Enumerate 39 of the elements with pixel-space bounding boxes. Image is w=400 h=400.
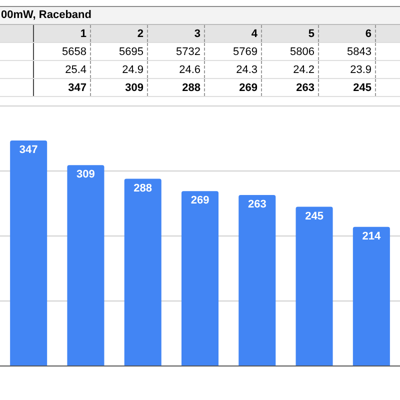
bar [296,206,333,366]
text: 3 [147,25,204,42]
data-label: 309 [76,168,95,181]
data-label: 245 [305,210,324,222]
data-label: 263 [248,198,266,211]
text: 288 [147,78,204,96]
text: 5843 [318,42,375,60]
text: 1 [33,25,90,42]
text: 24.3 [204,60,261,78]
data-label: 269 [190,194,210,207]
text: 269 [204,78,261,96]
text: 347 [33,78,90,96]
bar [181,191,219,366]
text: 24.6 [147,60,204,78]
text: 5 [261,25,318,42]
data-label: 347 [19,144,38,156]
text: 23.9 [318,60,375,78]
text: 25.4 [33,60,90,78]
text: 5769 [204,42,261,60]
text: 5806 [261,42,318,60]
chart-title: 00mW, Raceband [0,6,400,25]
text: 24.9 [90,60,147,78]
text: 4 [204,25,261,42]
bar [67,165,104,366]
text: 24.2 [261,60,318,78]
bar [238,195,276,366]
text: 263 [261,78,318,96]
text: 2 [90,25,147,42]
bar [124,178,162,366]
text: 309 [90,78,147,96]
data-label: 288 [134,182,152,194]
bar [352,226,390,366]
text: 5658 [33,42,90,60]
text: 245 [318,78,375,96]
data-label: 214 [362,230,382,242]
bar [10,140,48,366]
text: 5695 [90,42,147,60]
text: 6 [318,25,375,42]
text: 5732 [147,42,204,60]
